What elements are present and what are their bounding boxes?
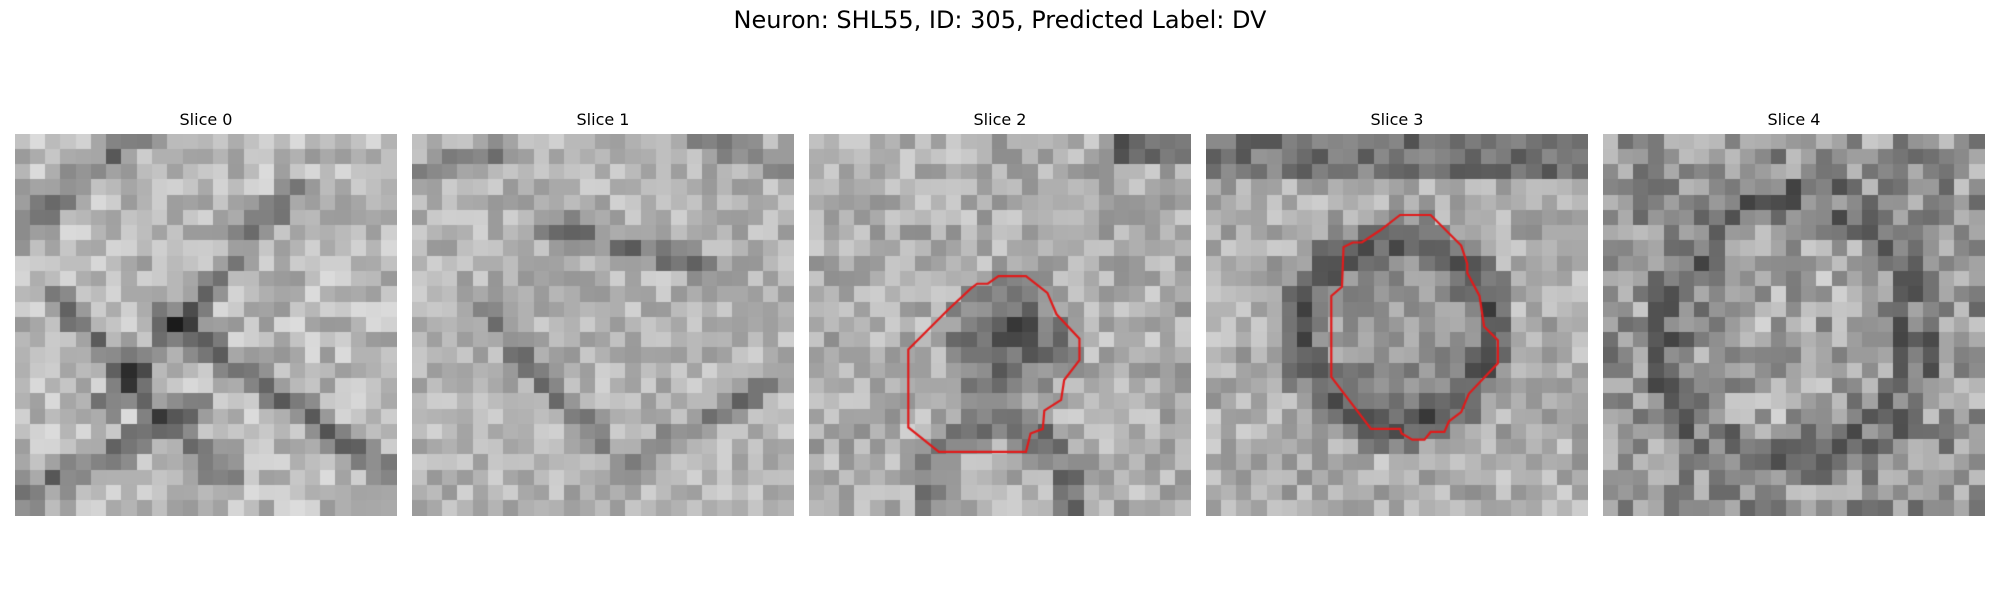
slice-image-2 bbox=[809, 134, 1191, 516]
slice-image-3 bbox=[1206, 134, 1588, 516]
slice-panel-0: Slice 0 bbox=[15, 109, 397, 516]
slice-panel-4: Slice 4 bbox=[1603, 109, 1985, 516]
slice-image-4 bbox=[1603, 134, 1985, 516]
slice-title-3: Slice 3 bbox=[1370, 110, 1424, 129]
slice-title-0: Slice 0 bbox=[179, 110, 233, 129]
slice-image-0 bbox=[15, 134, 397, 516]
figure-title: Neuron: SHL55, ID: 305, Predicted Label:… bbox=[733, 6, 1267, 34]
slice-panel-2: Slice 2 bbox=[809, 109, 1191, 516]
slice-panel-3: Slice 3 bbox=[1206, 109, 1588, 516]
slice-title-4: Slice 4 bbox=[1767, 110, 1821, 129]
slice-title-2: Slice 2 bbox=[973, 110, 1027, 129]
slice-panel-1: Slice 1 bbox=[412, 109, 794, 516]
slice-image-1 bbox=[412, 134, 794, 516]
slice-title-1: Slice 1 bbox=[576, 110, 630, 129]
